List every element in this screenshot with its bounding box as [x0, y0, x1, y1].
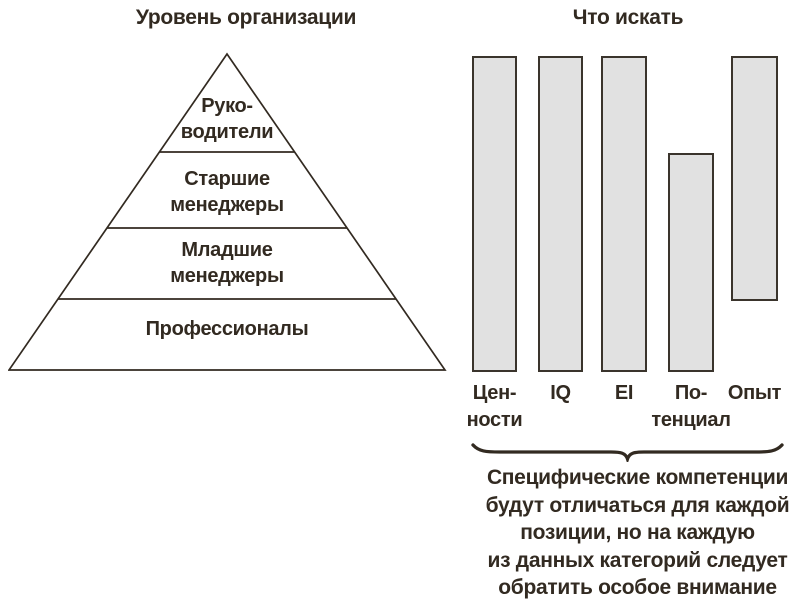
- pyramid-level-label-line: менеджеры: [170, 194, 284, 216]
- right-panel-title: Что искать: [572, 6, 684, 29]
- bar-label-ei: EI: [554, 380, 694, 407]
- bar-label-iq: IQ: [491, 380, 631, 407]
- pyramid-level-junior-managers: Младшие менеджеры: [107, 237, 347, 289]
- pyramid-level-professionals: Профессионалы: [107, 316, 347, 342]
- bar-values: [472, 56, 517, 372]
- bar-label-line: тенциал: [651, 409, 731, 431]
- bar-label-experience: Опыт: [685, 380, 790, 407]
- bar-label-line: Цен-: [472, 382, 517, 404]
- pyramid-level-label-line: Младшие: [181, 239, 273, 261]
- bar-label-potential: По- тенциал: [621, 380, 761, 434]
- pyramid-shape: [8, 52, 447, 371]
- bar-iq: [538, 56, 583, 372]
- pyramid-level-label-line: Руко-: [201, 95, 253, 117]
- pyramid-level-label-line: водители: [180, 121, 274, 143]
- bar-label-line: Опыт: [727, 382, 782, 404]
- bar-label-line: IQ: [550, 382, 571, 404]
- note-line: из данных категорий следует: [487, 548, 788, 572]
- note-line: обратить особое внимание: [498, 576, 777, 599]
- left-panel-title: Уровень организации: [135, 6, 357, 29]
- bar-potential: [668, 153, 714, 372]
- bar-experience: [731, 56, 778, 301]
- bar-label-line: ности: [466, 409, 523, 431]
- pyramid-level-label-line: Старшие: [184, 168, 270, 190]
- bar-ei: [601, 56, 647, 372]
- pyramid-level-senior-managers: Старшие менеджеры: [107, 166, 347, 218]
- bar-label-values: Цен- ности: [425, 380, 565, 434]
- note-line: позиции, но на каждую: [520, 521, 755, 544]
- pyramid-level-label-line: Профессионалы: [145, 318, 309, 340]
- note-text: Специфические компетенции будут отличать…: [450, 464, 790, 602]
- curly-brace: [471, 443, 784, 462]
- note-line: Специфические компетенции: [486, 466, 789, 489]
- pyramid-level-label-line: менеджеры: [170, 265, 284, 287]
- bar-label-line: EI: [614, 382, 634, 404]
- note-line: будут отличаться для каждой: [485, 493, 790, 517]
- pyramid-level-executives: Руко- водители: [107, 93, 347, 145]
- bar-label-line: По-: [674, 382, 708, 404]
